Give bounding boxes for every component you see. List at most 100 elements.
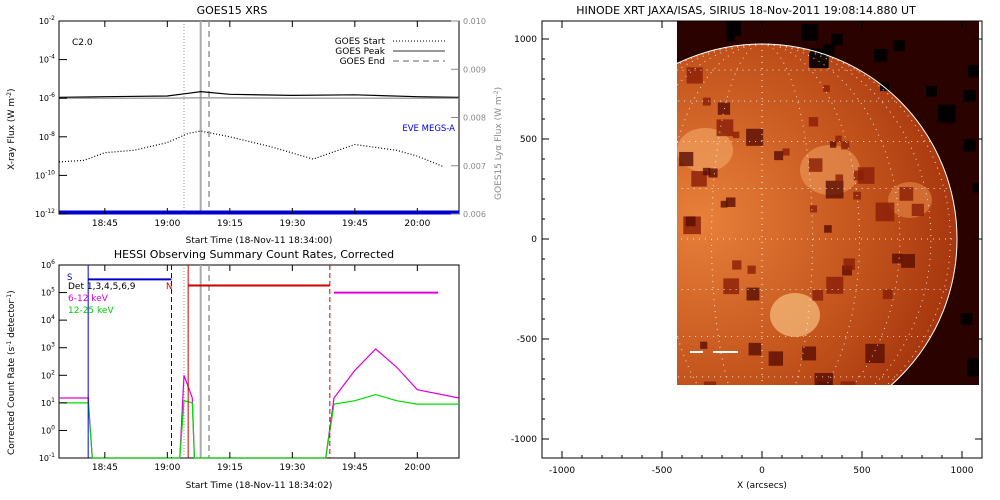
hessi-ylabel: Corrected Count Rate (s-1 detector-1) (6, 290, 17, 455)
eve-megs-label: EVE MEGS-A (402, 124, 455, 134)
xrt-pixel-block (892, 253, 902, 264)
goes-y-tick-label: 10-4 (39, 54, 55, 65)
xrt-pixel-block (748, 342, 762, 356)
xrt-xlabel: X (arcsecs) (737, 481, 787, 491)
hessi-y-tick-label: 101 (41, 397, 55, 408)
solar-disk (677, 44, 957, 385)
xrt-pixel-block (842, 265, 853, 276)
xrt-pixel-block (937, 104, 956, 123)
xrt-pixel-block (746, 287, 760, 301)
xrt-y-tick-label: 500 (520, 135, 537, 145)
xrt-pixel-block (825, 180, 844, 199)
hessi-y-tick-label: 102 (41, 369, 55, 380)
xrt-x-tick-label: 500 (853, 466, 870, 476)
goes-series-group (58, 21, 460, 215)
xrt-pixel-block (817, 381, 833, 385)
xrt-pixel-block (802, 346, 817, 361)
goes-y2-tick-label: 0.007 (463, 162, 486, 171)
hessi-y-tick-label: 106 (41, 259, 55, 270)
hessi-x-tick-label: 19:00 (154, 463, 180, 473)
xrt-pixel-block (875, 202, 895, 222)
xrt-pixel-block (893, 39, 905, 51)
bright-region (770, 293, 820, 337)
xrt-pixel-block (843, 258, 855, 270)
xrt-pixel-block (726, 21, 742, 37)
xrt-y-tick-label: 1000 (514, 35, 537, 45)
xrt-pixel-block (808, 158, 823, 172)
goes-ylabel: X-ray Flux (W m-2) (6, 89, 17, 170)
hessi-xlabel: Start Time (18-Nov-11 18:34:02) (186, 481, 333, 491)
xrt-pixel-block (685, 216, 696, 227)
goes-xrs-panel: GOES15 XRS C2.0 18:45 19:00 19:15 19:30 19:4… (6, 4, 504, 246)
xrt-pixel-block (720, 200, 728, 208)
xrt-pixel-block (782, 148, 790, 156)
hessi-series-group (59, 265, 460, 459)
xrt-pixel-block (725, 197, 736, 207)
hessi-axes-group: 18:45 19:00 19:15 19:30 19:45 20:00 106 105 104 1… (39, 259, 431, 473)
goes-y-tick-label: 10-10 (35, 169, 55, 180)
heliographic-grid (677, 43, 957, 385)
goes-xlabel: Start Time (18-Nov-11 18:34:00) (186, 236, 333, 246)
xrt-pixel-block (732, 131, 740, 139)
hessi-y-tick-label: 10-1 (39, 452, 55, 463)
xrt-pixel-block (732, 260, 742, 270)
xrt-pixel-block (967, 358, 979, 377)
goes-x-tick-label: 19:30 (279, 219, 305, 229)
goes-series-goes-long (58, 90, 460, 98)
flag-s-label: S (67, 273, 72, 283)
legend-goes-peak-label: GOES Peak (335, 47, 385, 57)
xrt-pixel-block (823, 85, 830, 92)
legend-detectors: Det 1,3,4,5,6,9 (68, 282, 136, 292)
xrt-pixel-block (727, 34, 735, 42)
goes-x-tick-label: 18:45 (92, 219, 118, 229)
xrt-x-tick-label: 0 (759, 466, 765, 476)
xrt-pixel-block (774, 151, 784, 161)
hessi-title: HESSI Observing Summary Count Rates, Cor… (114, 248, 394, 261)
xrt-pixel-block (809, 205, 818, 213)
xrt-pixel-block (901, 254, 915, 268)
xrt-pixel-block (703, 381, 717, 385)
xrt-pixel-block (812, 289, 824, 301)
goes-y2-tick-label: 0.010 (463, 17, 486, 26)
hessi-x-tick-label: 20:00 (404, 463, 430, 473)
goes-plot-frame (58, 20, 460, 215)
hessi-y-tick-label: 104 (41, 314, 55, 325)
xrt-pixel-block (829, 141, 837, 148)
goes-y-tick-label: 10-2 (39, 15, 55, 26)
xrt-pixel-block (708, 168, 718, 178)
grid-longitude-line (761, 43, 951, 385)
hessi-count-rate-panel: HESSI Observing Summary Count Rates, Cor… (6, 248, 460, 491)
hessi-y-tick-label: 105 (41, 287, 55, 298)
goes-title: GOES15 XRS (197, 4, 268, 17)
bright-region (800, 145, 860, 195)
solar-limb (677, 43, 958, 385)
xrt-pixel-block (702, 97, 711, 106)
legend-goes-start-label: GOES Start (335, 37, 386, 47)
xrt-pixel-block (826, 276, 844, 294)
goes-y2-tick-label: 0.009 (463, 65, 486, 74)
goes-y2label: GOES15 Lyα Flux (W m-2) (493, 87, 504, 200)
goes-x-tick-label: 20:00 (404, 219, 430, 229)
xrt-y-tick-label: -500 (517, 335, 538, 345)
xrt-pixel-block (972, 183, 979, 193)
goes-y-tick-label: 10-8 (39, 131, 55, 142)
goes-y2-tick-label: 0.006 (463, 210, 486, 219)
xrt-pixel-block (679, 151, 694, 167)
hessi-series-6-12-kev (59, 348, 460, 459)
xrt-pixel-block (835, 174, 844, 183)
xrt-pixel-block (823, 44, 835, 56)
xrt-pixel-block (840, 381, 856, 385)
xrt-pixel-block (926, 85, 937, 97)
xrt-pixel-block (747, 265, 756, 274)
xrt-pixel-block (700, 341, 708, 349)
xrt-pixel-block (963, 89, 976, 102)
goes-x-tick-label: 19:45 (342, 219, 368, 229)
xrt-pixel-block (865, 343, 885, 364)
xrt-pixel-block (841, 141, 850, 150)
goes-y-tick-label: 10-6 (39, 92, 55, 103)
hessi-y-tick-label: 103 (41, 342, 55, 353)
goes-series-goes-short (58, 130, 443, 167)
xrt-pixel-block (963, 139, 976, 152)
hessi-plot-frame (58, 264, 460, 459)
xrt-dark-blocks (679, 21, 979, 385)
